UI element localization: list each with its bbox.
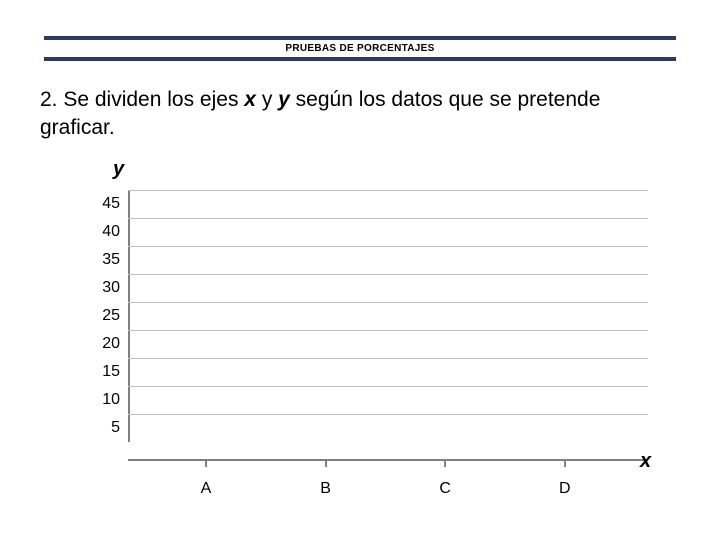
gridline	[128, 330, 648, 331]
y-tick-label: 40	[72, 223, 120, 241]
instruction-x-var: x	[244, 88, 256, 111]
x-tick-mark	[564, 459, 566, 467]
x-axis-label: x	[640, 450, 651, 473]
gridline	[128, 190, 648, 191]
instruction-text: 2. Se dividen los ejes x y y según los d…	[40, 86, 680, 143]
gridline	[128, 246, 648, 247]
y-tick-row: 30	[128, 274, 648, 302]
y-tick-row: 45	[128, 190, 648, 218]
y-tick-row: 20	[128, 330, 648, 358]
x-category-label: A	[201, 480, 212, 498]
y-tick-label: 10	[72, 391, 120, 409]
page-title: PRUEBAS DE PORCENTAJES	[44, 40, 676, 57]
x-category-label: D	[559, 480, 571, 498]
y-tick-label: 30	[72, 279, 120, 297]
grid-wrap: 45 40 35 30 25 20 15 10	[128, 190, 648, 442]
y-tick-label: 20	[72, 335, 120, 353]
gridline	[128, 274, 648, 275]
gridline	[128, 218, 648, 219]
y-tick-row: 10	[128, 386, 648, 414]
gridline	[128, 302, 648, 303]
gridline	[128, 386, 648, 387]
header-band: PRUEBAS DE PORCENTAJES	[44, 36, 676, 61]
instruction-prefix: 2. Se dividen los ejes	[40, 88, 244, 111]
y-tick-row: 35	[128, 246, 648, 274]
header-rule-bottom	[44, 57, 676, 61]
y-tick-label: 5	[72, 419, 120, 437]
instruction-y-var: y	[278, 88, 290, 111]
x-tick-mark	[444, 459, 446, 467]
y-tick-label: 15	[72, 363, 120, 381]
x-categories: A B C D	[128, 480, 648, 504]
y-axis-label: y	[113, 158, 124, 181]
y-tick-label: 45	[72, 195, 120, 213]
y-tick-label: 25	[72, 307, 120, 325]
x-category-label: C	[439, 480, 451, 498]
x-tick-mark	[205, 459, 207, 467]
x-category-label: B	[320, 480, 331, 498]
x-tick-mark	[325, 459, 327, 467]
instruction-mid: y	[256, 88, 278, 111]
y-tick-row: 40	[128, 218, 648, 246]
y-tick-row: 25	[128, 302, 648, 330]
y-tick-row: 5	[128, 414, 648, 442]
y-tick-label: 35	[72, 251, 120, 269]
y-tick-row: 15	[128, 358, 648, 386]
gridline	[128, 414, 648, 415]
chart-area: 45 40 35 30 25 20 15 10	[128, 190, 648, 480]
gridline	[128, 358, 648, 359]
